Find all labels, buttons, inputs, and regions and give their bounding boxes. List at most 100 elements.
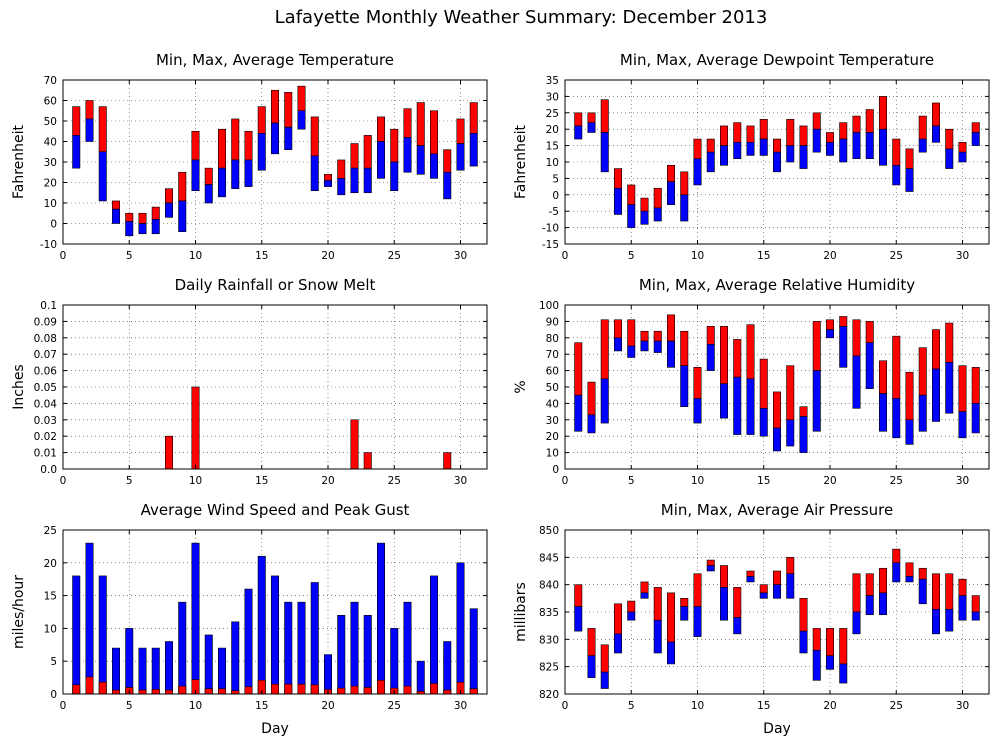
bar-min-to-avg [390, 161, 399, 192]
x-tick-label: 15 [255, 700, 268, 712]
bar-min-to-avg [759, 408, 768, 437]
bar-avg-speed [469, 688, 478, 695]
y-axis-label: miles/hour [11, 575, 27, 649]
bar-peak-gust [231, 621, 240, 695]
bar-peak-gust [350, 601, 359, 695]
bar-avg-to-max [640, 581, 649, 594]
bar-avg-to-max [759, 358, 768, 409]
bar-min-to-avg [945, 362, 954, 414]
bar-min-to-avg [666, 641, 675, 665]
bar-avg-to-max [706, 559, 715, 566]
bar-avg-speed [138, 689, 147, 695]
y-tick-label: 70 [546, 349, 559, 361]
bar-avg-to-max [945, 128, 954, 150]
bar-peak-gust [456, 562, 465, 695]
bar-avg-to-max [719, 565, 728, 588]
x-tick-label: 25 [890, 475, 903, 487]
bar-min-to-avg [905, 168, 914, 192]
bar-min-to-avg [587, 655, 596, 678]
bar-avg-to-max [600, 644, 609, 673]
bar-min-to-avg [719, 383, 728, 419]
bar-avg-to-max [706, 326, 715, 345]
bar-min-to-avg [905, 419, 914, 445]
x-tick-label: 25 [388, 475, 401, 487]
y-tick-label: 25 [44, 525, 57, 537]
bar-min-to-avg [666, 181, 675, 205]
bar-min-to-avg [733, 142, 742, 160]
bar-avg-speed [350, 685, 359, 695]
bar-min-to-avg [640, 210, 649, 225]
bar-avg-to-max [138, 212, 147, 224]
bar-avg-to-max [363, 135, 372, 169]
bar-avg-to-max [191, 130, 200, 161]
x-tick-label: 5 [126, 475, 133, 487]
y-axis-label: millibars [513, 582, 529, 642]
bar-rainfall [165, 435, 174, 470]
bar-peak-gust [297, 601, 306, 695]
y-tick-label: 0 [552, 190, 559, 202]
x-tick-label: 15 [757, 475, 770, 487]
y-tick-label: 10 [44, 198, 57, 210]
x-tick-label: 5 [628, 700, 635, 712]
bar-min-to-avg [112, 208, 121, 224]
bar-avg-to-max [587, 381, 596, 416]
bar-avg-speed [429, 683, 438, 695]
bar-min-to-avg [363, 167, 372, 194]
x-tick-label: 30 [454, 250, 467, 262]
bar-min-to-avg [958, 411, 967, 439]
bar-min-to-avg [931, 608, 940, 635]
x-tick-label: 30 [956, 475, 969, 487]
bar-avg-to-max [839, 628, 848, 665]
bar-min-to-avg [443, 171, 452, 200]
bar-min-to-avg [231, 159, 240, 189]
bar-avg-to-max [786, 365, 795, 421]
bar-peak-gust [416, 660, 425, 695]
bar-avg-to-max [892, 335, 901, 399]
bar-min-to-avg [693, 606, 702, 637]
bar-min-to-avg [786, 419, 795, 447]
bar-avg-to-max [680, 598, 689, 607]
bar-avg-to-max [786, 557, 795, 575]
bar-peak-gust [469, 608, 478, 695]
bar-peak-gust [178, 601, 187, 695]
y-tick-label: 30 [546, 415, 559, 427]
bar-avg-to-max [931, 102, 940, 127]
bar-min-to-avg [666, 340, 675, 368]
y-tick-label: -15 [542, 239, 559, 251]
x-tick-label: 0 [562, 700, 569, 712]
bar-avg-to-max [958, 365, 967, 412]
bar-avg-to-max [865, 573, 874, 596]
bar-avg-speed [376, 679, 385, 695]
bar-avg-to-max [284, 92, 293, 128]
bar-min-to-avg [772, 584, 781, 599]
bar-min-to-avg [958, 151, 967, 163]
bar-avg-to-max [165, 188, 174, 204]
y-tick-label: 0.01 [34, 448, 57, 460]
x-tick-label: 10 [691, 475, 704, 487]
y-tick-label: 50 [546, 382, 559, 394]
bar-avg-to-max [839, 122, 848, 140]
bar-peak-gust [443, 641, 452, 695]
bar-avg-to-max [297, 85, 306, 112]
bar-peak-gust [191, 542, 200, 695]
bar-avg-to-max [125, 212, 134, 222]
bar-avg-to-max [112, 200, 121, 210]
bar-min-to-avg [178, 200, 187, 232]
bar-min-to-avg [865, 342, 874, 389]
bar-min-to-avg [892, 398, 901, 439]
bar-min-to-avg [733, 617, 742, 635]
bar-avg-to-max [627, 184, 636, 205]
bar-min-to-avg [905, 576, 914, 583]
bar-min-to-avg [680, 606, 689, 621]
bar-min-to-avg [839, 663, 848, 684]
bar-avg-to-max [839, 316, 848, 327]
bar-avg-to-max [416, 102, 425, 146]
bar-avg-to-max [918, 567, 927, 580]
bar-avg-to-max [151, 206, 160, 220]
y-tick-label: 0.0 [40, 464, 57, 476]
bar-avg-to-max [178, 171, 187, 202]
bar-peak-gust [125, 628, 134, 695]
bar-avg-to-max [931, 573, 940, 610]
bar-avg-to-max [244, 130, 253, 161]
bar-min-to-avg [627, 611, 636, 621]
